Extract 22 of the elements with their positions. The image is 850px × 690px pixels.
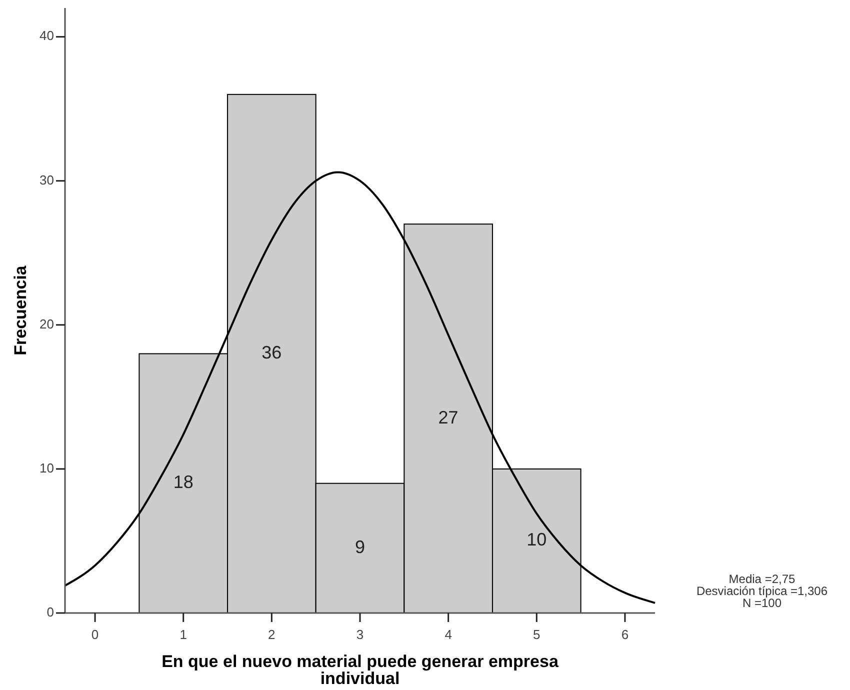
text: N =100	[742, 596, 782, 610]
x-tick-label: 1	[180, 627, 187, 642]
x-tick-label: 6	[621, 627, 629, 642]
x-axis-title: En que el nuevo material puede generar empresa individual	[162, 652, 559, 688]
data-label: 27	[438, 407, 458, 428]
y-tick-label: 10	[40, 460, 54, 476]
x-tick-label: 3	[356, 627, 364, 642]
x-tick-label: 0	[91, 627, 99, 642]
y-tick-label: 40	[40, 28, 54, 44]
data-label: 36	[262, 342, 282, 362]
data-label: 9	[354, 536, 366, 557]
y-tick-label: 20	[40, 316, 54, 332]
data-label: 18	[173, 472, 194, 492]
text: Media =2,75	[728, 572, 796, 586]
y-tick-label: 0	[46, 604, 54, 620]
x-tick-label: 5	[533, 627, 540, 642]
y-tick-label: 30	[40, 172, 54, 188]
y-axis-title: Frecuencia	[11, 265, 30, 356]
text: Desviación típica =1,306	[696, 584, 828, 598]
x-tick-label: 4	[444, 627, 452, 642]
x-tick-label: 2	[268, 627, 276, 642]
data-label: 10	[526, 530, 547, 550]
